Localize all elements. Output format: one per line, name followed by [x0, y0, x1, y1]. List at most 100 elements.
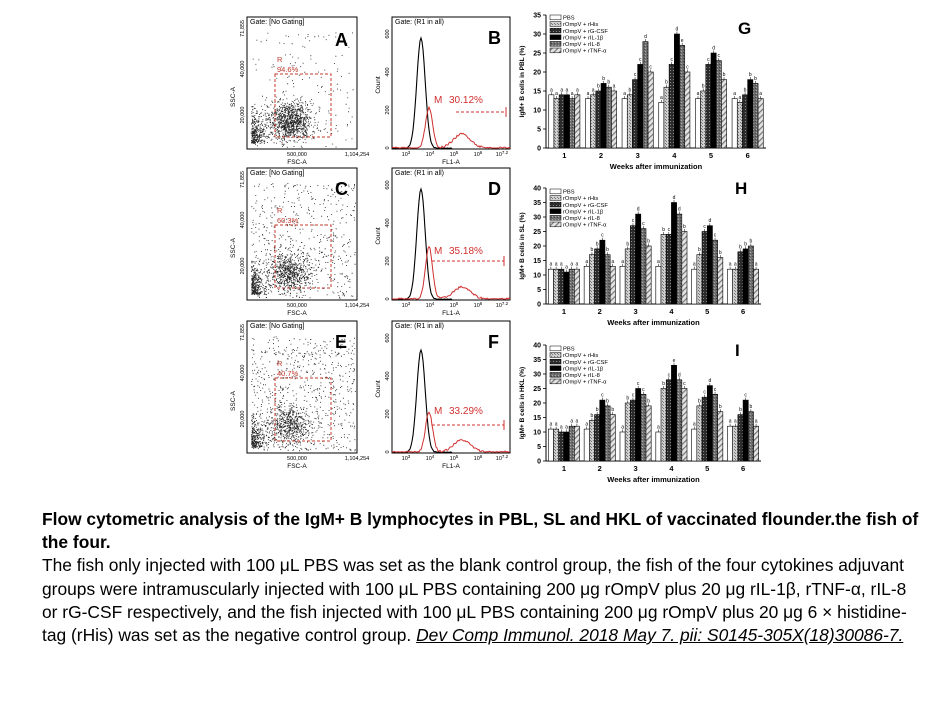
legend-label: rOmpV + rTNF-α	[563, 223, 607, 229]
x-tick-label: 2	[598, 307, 602, 316]
bar	[632, 79, 638, 149]
legend-swatch	[549, 358, 562, 365]
bar	[569, 98, 576, 149]
significance-letter: b	[662, 381, 665, 387]
marker-percent: 30.12%	[449, 95, 483, 106]
legend-label: rOmpV + rIL-8	[563, 216, 600, 222]
bar	[604, 254, 611, 305]
significance-letter: c	[707, 57, 710, 63]
panel-letter: B	[488, 28, 501, 48]
bar	[727, 425, 733, 462]
y-max-label: 71,855	[240, 20, 246, 37]
caption-citation-link[interactable]: Dev Comp Immunol. 2018 May 7. pii: S0145…	[416, 625, 904, 646]
significance-letter: a	[555, 262, 558, 268]
bar	[665, 379, 672, 462]
significance-letter: a	[560, 425, 563, 431]
bar	[717, 257, 724, 305]
sample-histogram-curve	[392, 411, 510, 453]
significance-letter: b	[596, 407, 599, 413]
scatter-events	[251, 183, 356, 299]
bar	[564, 94, 570, 149]
bar	[700, 90, 707, 149]
bar	[630, 225, 636, 305]
x-tick-label: 4	[669, 464, 674, 473]
bar	[757, 98, 764, 149]
x-tick-label: 1	[562, 307, 566, 316]
y-tick-label: 0	[537, 459, 541, 466]
bar	[660, 388, 667, 462]
bar	[583, 428, 590, 462]
x-tick-label: 4	[672, 151, 677, 160]
x-tick-label: 5	[709, 151, 713, 160]
bar	[553, 98, 560, 149]
bar	[676, 379, 683, 462]
y-max-label: 71,855	[240, 324, 246, 341]
y-tick-label: 25	[533, 386, 541, 393]
region-percent: 40.7%	[277, 369, 299, 378]
legend-label: rOmpV + rTNF-α	[563, 49, 607, 55]
x-max-label: 1,104,254	[345, 456, 369, 462]
significance-letter: a	[565, 425, 568, 431]
legend-swatch	[549, 352, 562, 358]
y-tick-label: 5	[537, 127, 541, 134]
x-tick-label: 6	[741, 307, 745, 316]
y-tick-label: 40	[533, 343, 541, 350]
gate-rectangle	[274, 224, 332, 289]
significance-letter: a	[729, 262, 732, 268]
x-axis-label: Weeks after immunization	[607, 318, 700, 327]
x-tick-label: 2	[599, 151, 603, 160]
bar	[681, 388, 688, 462]
x-500k-label: 500,000	[287, 152, 307, 158]
bar	[660, 234, 667, 305]
control-histogram-curve	[391, 36, 453, 150]
region-name: R	[277, 206, 283, 215]
bar	[590, 94, 597, 149]
legend-swatch	[549, 208, 562, 214]
legend-swatch	[549, 188, 562, 195]
significance-letter: a	[657, 425, 660, 431]
bar	[605, 86, 612, 149]
significance-letter: b	[719, 404, 722, 410]
y-axis-label: IgM+ B cells in PBL (%)	[519, 46, 526, 118]
significance-letter: b	[719, 250, 722, 256]
significance-letter: d	[712, 46, 715, 52]
marker-name: M	[434, 246, 442, 257]
y-tick-label: 15	[533, 258, 541, 265]
y-tick-label: 10	[533, 108, 541, 115]
y-axis-label: SSC-A	[230, 390, 237, 411]
significance-letter: a	[570, 419, 573, 425]
legend-swatch	[549, 21, 562, 27]
significance-letter: c	[668, 372, 671, 378]
significance-letter: c	[639, 57, 642, 63]
bar	[695, 98, 701, 149]
bar	[548, 94, 555, 149]
bar	[563, 271, 570, 305]
x-tick-label: 105	[450, 454, 459, 462]
significance-letter: a	[550, 262, 553, 268]
bar	[594, 414, 601, 462]
x-tick-label: 6	[741, 464, 745, 473]
significance-letter: a	[623, 91, 626, 97]
bar	[705, 64, 712, 149]
x-tick-label: 3	[636, 151, 640, 160]
significance-letter: d	[708, 378, 711, 384]
significance-letter: b	[754, 76, 757, 82]
y-tick-label: 30	[533, 372, 541, 379]
bar	[737, 251, 744, 305]
bar	[712, 239, 718, 305]
bar	[640, 228, 647, 305]
significance-letter: b	[744, 87, 747, 93]
y-tick-label: 35	[533, 13, 541, 20]
legend-label: rOmpV + rIL-8	[563, 373, 600, 379]
significance-letter: a	[733, 91, 736, 97]
bar	[710, 52, 717, 149]
bar	[558, 94, 565, 149]
gate-rectangle	[274, 377, 332, 442]
legend-label: PBS	[563, 347, 575, 353]
significance-letter: c	[632, 393, 635, 399]
x-tick-label: 5	[705, 307, 709, 316]
figure: Gate: [No Gating] A R 94.6% 71,855 40,00…	[230, 13, 766, 484]
bar	[640, 393, 647, 462]
significance-letter: c	[683, 381, 686, 387]
